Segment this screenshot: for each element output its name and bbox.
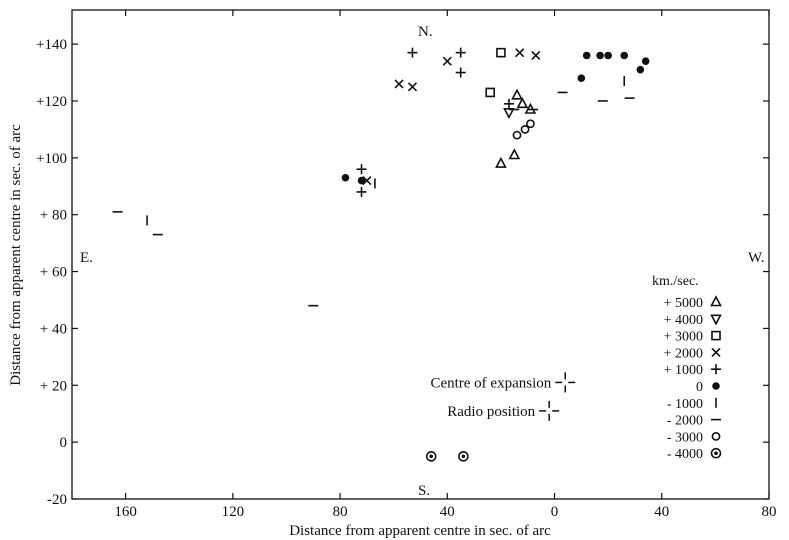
data-point-cross — [531, 50, 541, 61]
north-label: N. — [418, 24, 433, 40]
legend-symbol-circle — [711, 431, 721, 441]
data-point-cross — [407, 82, 418, 92]
y-tick-label: + 40 — [40, 321, 67, 337]
legend-symbol-plus — [711, 364, 721, 375]
data-point-triangle-down — [503, 108, 515, 120]
legend-symbol-triangle-up — [710, 295, 722, 307]
data-point-dot — [604, 51, 612, 60]
data-point-triangle-up — [508, 148, 521, 160]
data-point-dot — [577, 74, 586, 83]
data-point-plus — [455, 47, 466, 58]
legend-symbol-dot — [712, 382, 720, 390]
x-tick-label: 80 — [333, 504, 348, 520]
y-tick-label: + 20 — [40, 378, 67, 394]
x-tick-label: 120 — [222, 504, 245, 520]
legend-symbol-triangle-down — [710, 314, 722, 326]
data-point-plus — [407, 47, 418, 58]
legend-title: km./sec. — [652, 274, 699, 289]
data-point-cross — [442, 56, 452, 66]
data-point-triangle-up — [495, 156, 507, 168]
x-tick-label: 40 — [440, 504, 455, 520]
legend-label: - 1000 — [667, 397, 703, 412]
data-point-circle — [512, 130, 522, 140]
data-point-plus — [503, 98, 514, 109]
data-point-cross — [394, 79, 404, 89]
data-point-square — [496, 47, 506, 58]
data-point-triangle-up — [511, 88, 523, 100]
x-axis-title: Distance from apparent centre in sec. of… — [289, 523, 551, 539]
legend-label: - 3000 — [667, 430, 703, 445]
south-label: S. — [418, 483, 430, 499]
x-axis-ticks: 160 120 80 40 0 40 80 — [114, 10, 777, 520]
y-tick-label: +140 — [36, 37, 67, 53]
y-tick-label: + 80 — [40, 208, 67, 224]
annotations: Centre of expansion Radio position — [430, 372, 576, 421]
legend-label: 0 — [696, 380, 703, 395]
x-tick-label: 40 — [654, 504, 669, 520]
legend-label: + 1000 — [664, 363, 703, 378]
centre-of-expansion-marker — [555, 372, 576, 393]
x-tick-label: 80 — [762, 504, 777, 520]
legend-label: + 3000 — [664, 330, 703, 345]
data-point-dot — [641, 57, 650, 65]
legend-label: + 5000 — [664, 296, 703, 311]
data-point-dot — [620, 51, 629, 60]
data-point-dot — [582, 51, 591, 60]
radio-position-marker — [539, 400, 560, 421]
legend: + 5000 + 4000 + 3000+ 2000 + 1000 0 - 1000 - 2… — [664, 295, 722, 462]
data-point-dot — [341, 173, 350, 182]
west-label: W. — [748, 250, 765, 266]
data-point-circle — [520, 125, 530, 134]
y-tick-label: 0 — [60, 435, 68, 451]
data-point-cross — [515, 48, 525, 58]
legend-label: - 2000 — [667, 414, 703, 429]
data-point-circle — [526, 119, 535, 129]
data-point-dot — [596, 51, 604, 60]
data-point-dot — [636, 65, 645, 74]
x-tick-label: 160 — [114, 504, 137, 520]
data-point-plus — [455, 67, 466, 78]
x-tick-label: 0 — [551, 504, 559, 520]
data-point-dot — [357, 176, 366, 185]
legend-symbol-square — [711, 330, 721, 341]
plot-frame — [71, 9, 770, 500]
data-points — [112, 47, 650, 462]
radio-position-label: Radio position — [447, 404, 535, 420]
legend-label: - 4000 — [667, 447, 703, 462]
centre-of-expansion-label: Centre of expansion — [430, 375, 551, 391]
y-axis-ticks: -20 0 + 20 + 40 + 60 + 80 +100 +120 +140 — [36, 37, 769, 508]
data-point-circle-dot — [425, 451, 437, 462]
y-tick-label: -20 — [47, 492, 67, 508]
y-tick-label: + 60 — [40, 265, 67, 281]
y-tick-label: +100 — [36, 151, 67, 167]
data-point-plus — [356, 164, 367, 175]
east-label: E. — [80, 250, 93, 266]
data-point-circle-dot — [458, 451, 469, 462]
legend-label: + 2000 — [664, 346, 703, 361]
legend-label: + 4000 — [664, 313, 703, 328]
y-axis-title: Distance from apparent centre in sec. of… — [8, 124, 24, 386]
data-point-square — [485, 87, 496, 98]
y-tick-label: +120 — [36, 94, 67, 110]
data-point-plus — [356, 186, 367, 197]
legend-symbol-circle-dot — [710, 447, 722, 459]
legend-symbol-cross — [711, 347, 721, 357]
data-point-triangle-up — [516, 97, 529, 109]
